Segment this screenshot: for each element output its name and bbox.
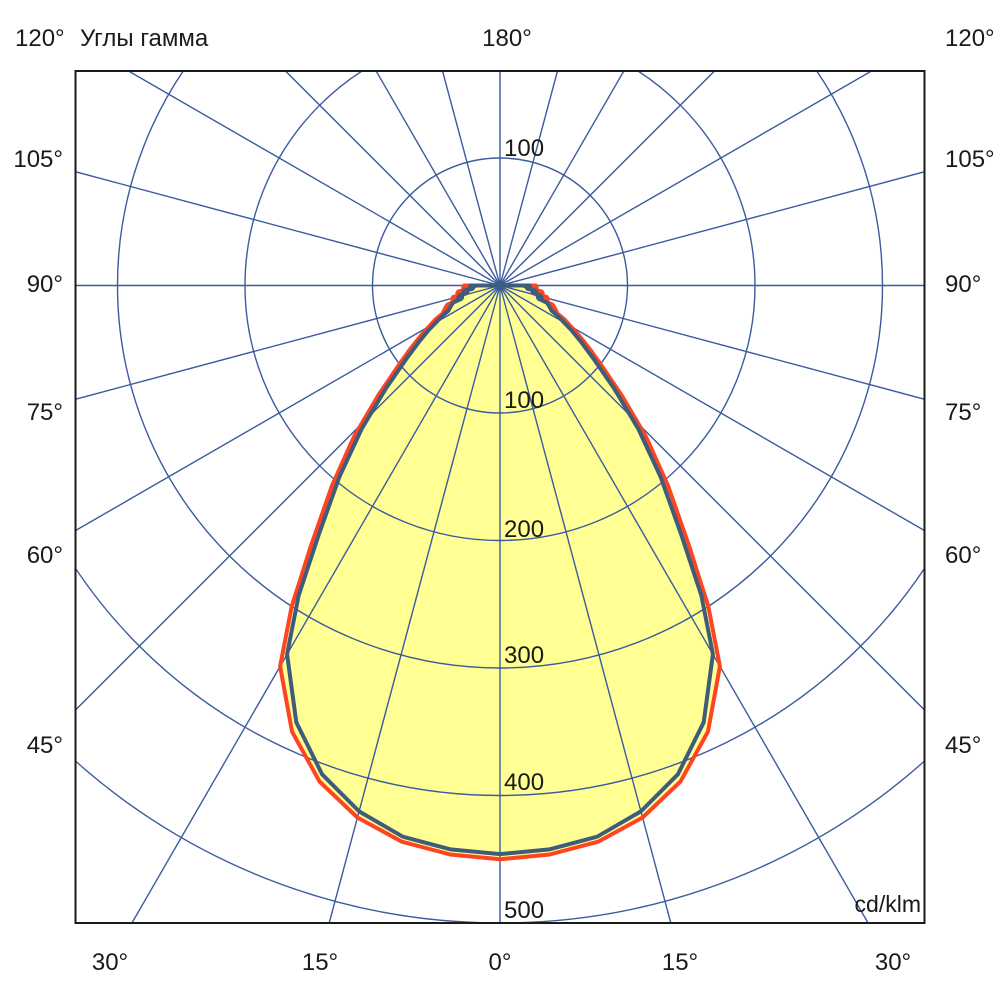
grid-ray-165deg	[499, 71, 559, 286]
gamma-angle-label-right-75: 75°	[945, 399, 981, 426]
grid-ray-75deg	[499, 284, 925, 400]
intensity-curves	[278, 283, 722, 862]
gamma-angle-label-top-left: 120°	[15, 25, 65, 52]
gamma-angle-label-left-75: 75°	[27, 399, 63, 426]
gamma-angle-label-bottom-0: 0°	[489, 949, 512, 976]
grid-ray-300deg	[75, 284, 501, 532]
unit-label: cd/klm	[855, 891, 921, 917]
gamma-angle-label-bottom-15L: 15°	[302, 949, 338, 976]
grid-ray-225deg	[284, 71, 501, 286]
outer-curve	[278, 283, 722, 862]
gamma-angle-label-right-45: 45°	[945, 732, 981, 759]
gamma-angle-label-left-105: 105°	[13, 146, 63, 173]
radial-tick-200: 200	[504, 516, 544, 543]
grid-circle-100	[371, 157, 629, 414]
gamma-angle-label-right-105: 105°	[945, 146, 995, 173]
gamma-angle-label-left-60: 60°	[27, 542, 63, 569]
grid-ray-120deg	[499, 71, 873, 287]
grid-ray-30deg	[499, 285, 869, 923]
grid-ray-45deg	[499, 285, 925, 711]
radial-tick-300: 300	[504, 642, 544, 669]
grid-circle-200	[244, 71, 756, 542]
grid-ray-285deg	[75, 284, 501, 400]
gamma-angle-label-top-right: 120°	[945, 25, 995, 52]
grid-ray-60deg	[499, 284, 925, 532]
grid-ray-15deg	[499, 285, 672, 923]
grid-ray-345deg	[328, 285, 501, 923]
gamma-angle-label-top-center: 180°	[482, 25, 532, 52]
grid-ray-135deg	[499, 71, 716, 286]
radial-tick-100-top: 100	[504, 135, 544, 162]
grid-ray-255deg	[75, 171, 501, 287]
gamma-angle-label-right-60: 60°	[945, 542, 981, 569]
radial-tick-400: 400	[504, 769, 544, 796]
chart-title: Углы гамма	[80, 25, 209, 52]
gamma-angle-label-bottom-30L: 30°	[92, 949, 128, 976]
gamma-angle-label-left-45: 45°	[27, 732, 63, 759]
gamma-angle-label-right-90: 90°	[945, 271, 981, 298]
inner-curve	[285, 283, 715, 857]
grid-ray-105deg	[499, 171, 925, 287]
gamma-angle-label-left-90: 90°	[27, 271, 63, 298]
gamma-angle-label-bottom-15R: 15°	[662, 949, 698, 976]
grid-ray-240deg	[127, 71, 501, 287]
gamma-angle-label-bottom-30R: 30°	[875, 949, 911, 976]
grid-circle-300	[116, 71, 884, 669]
radial-tick-100: 100	[504, 387, 544, 414]
radial-tick-500: 500	[504, 897, 544, 924]
grid-circle-400	[75, 566, 925, 797]
grid-ray-315deg	[75, 285, 501, 711]
plot-area-border	[74, 70, 926, 924]
grid-ray-330deg	[131, 285, 501, 923]
